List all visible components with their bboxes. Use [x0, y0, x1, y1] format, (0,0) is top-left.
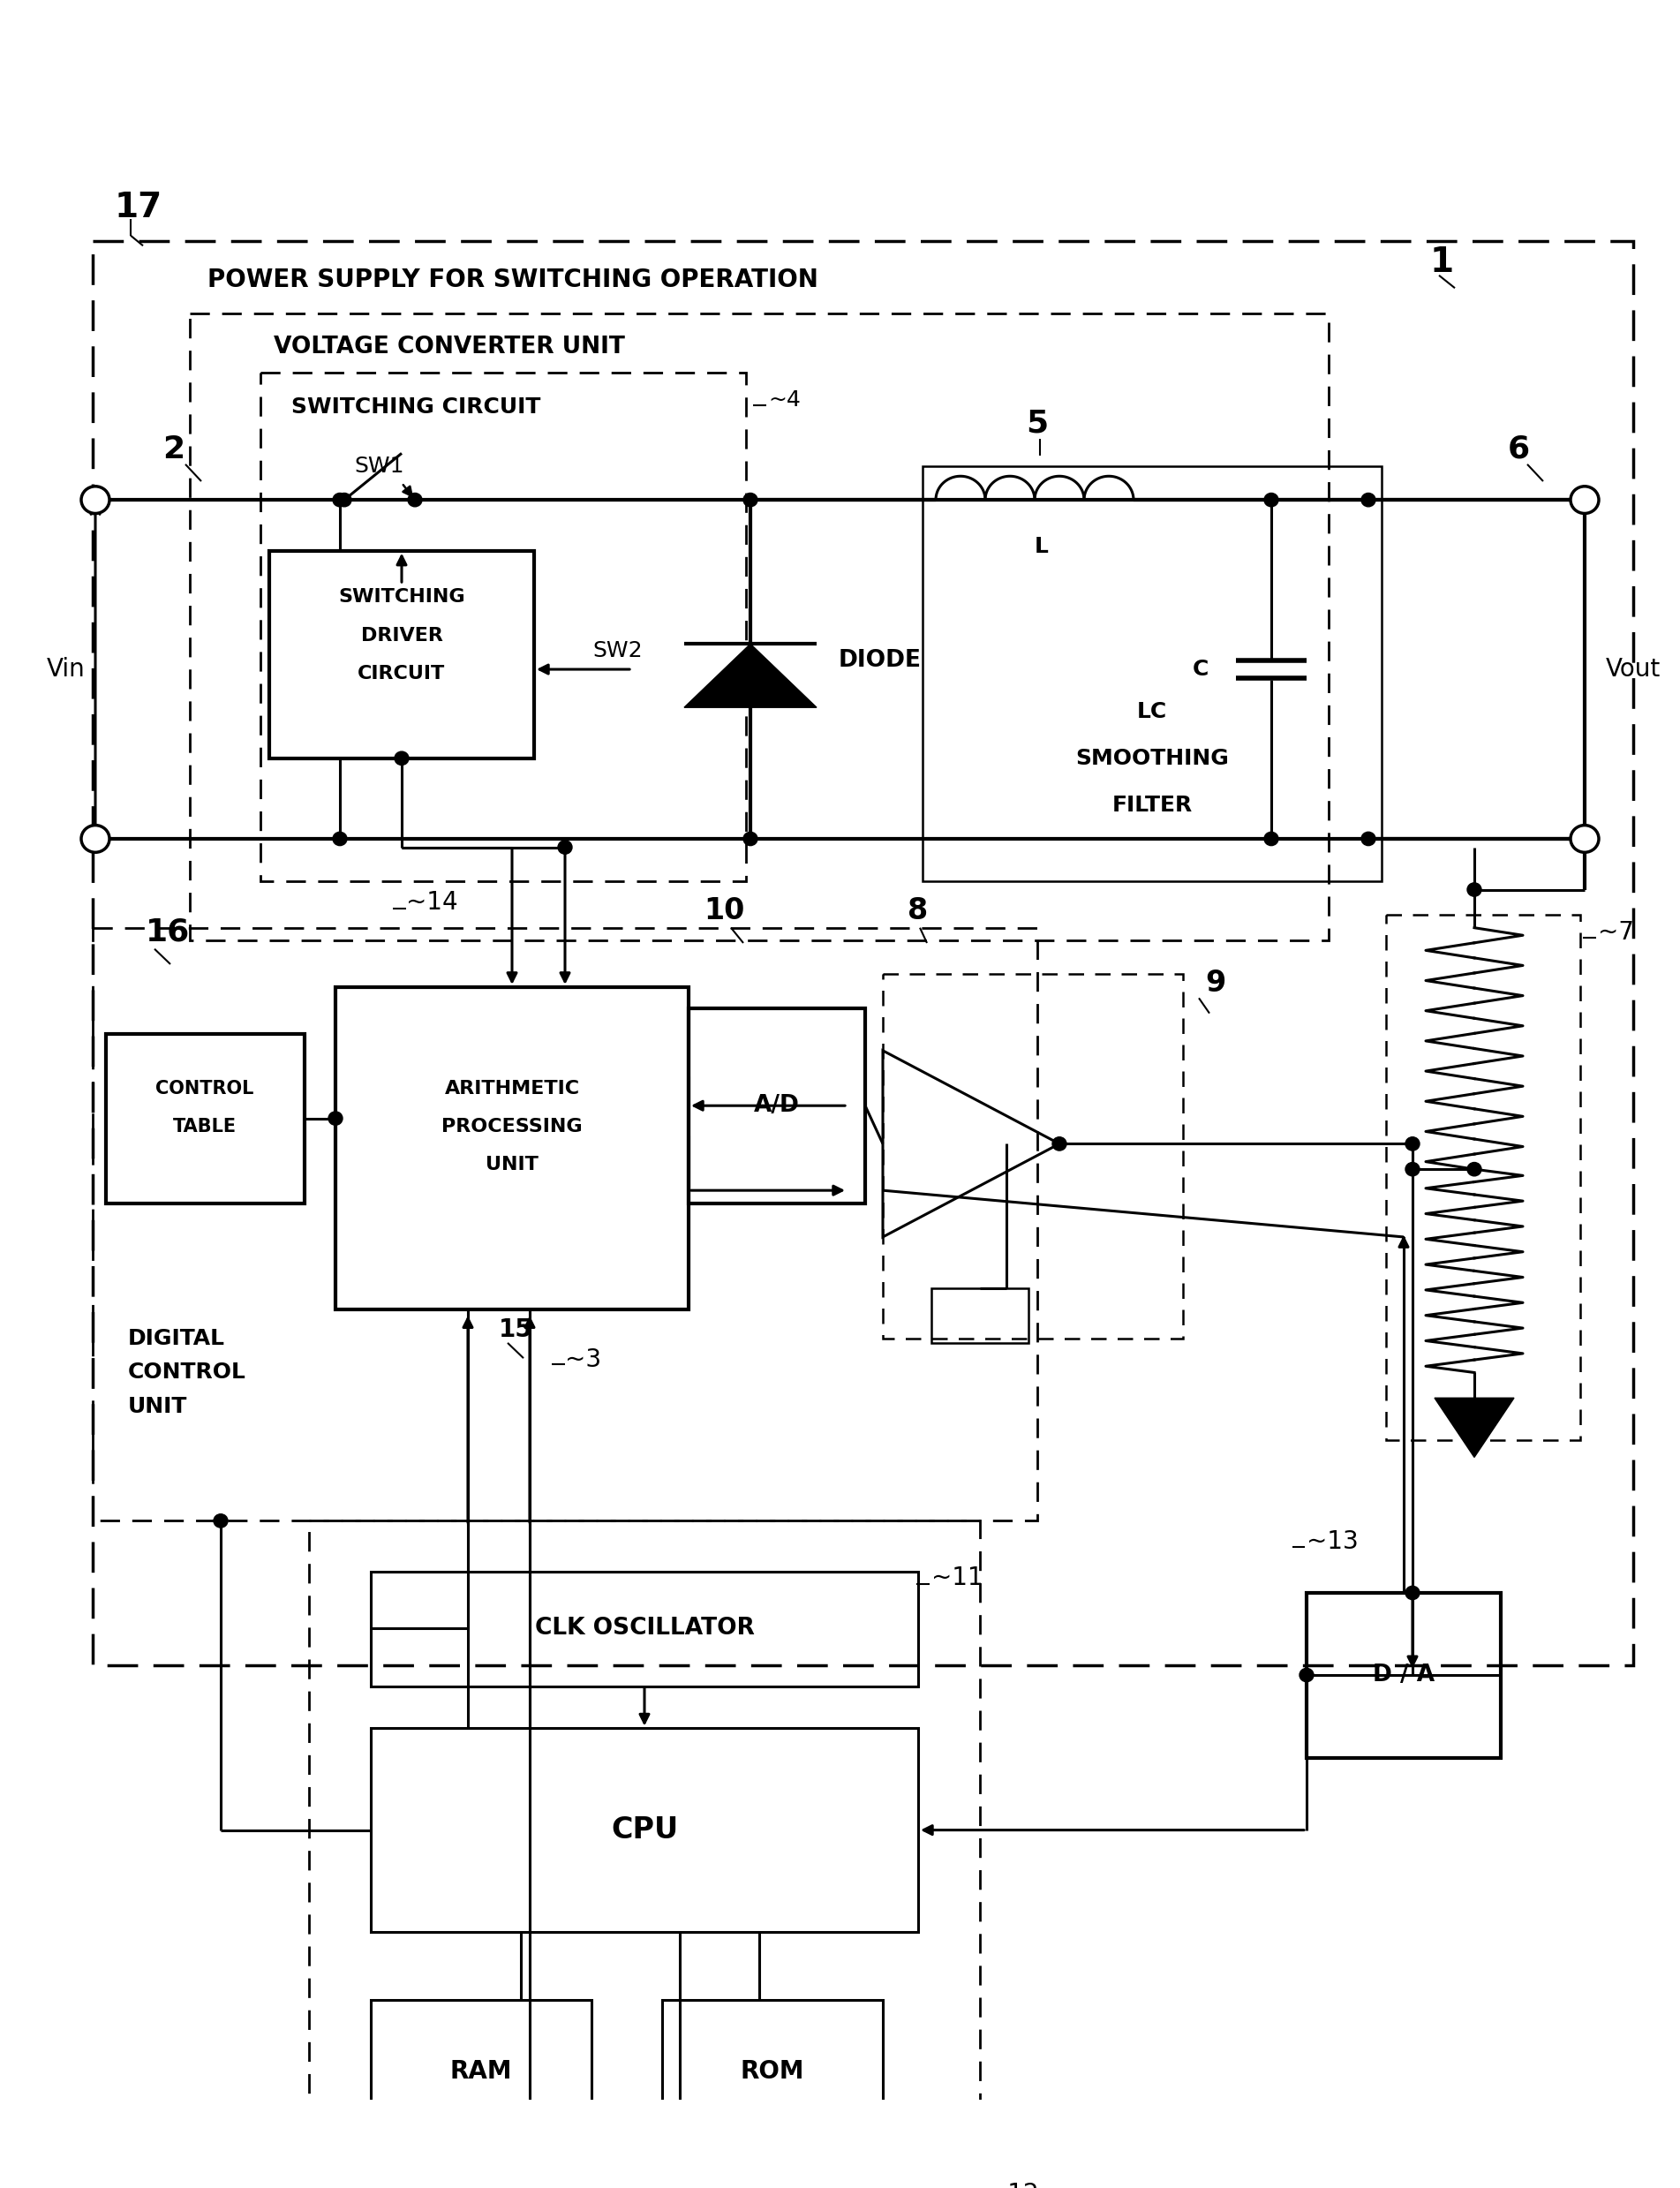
Text: LC: LC [1137, 700, 1168, 722]
Text: ARITHMETIC: ARITHMETIC [445, 1081, 580, 1098]
Text: SWITCHING: SWITCHING [338, 589, 465, 606]
Text: PROCESSING: PROCESSING [442, 1118, 583, 1136]
Circle shape [1263, 831, 1278, 845]
Circle shape [81, 825, 109, 853]
Text: CLK OSCILLATOR: CLK OSCILLATOR [534, 1617, 754, 1639]
Circle shape [1361, 492, 1376, 508]
Text: ~13: ~13 [1307, 1529, 1359, 1553]
Text: SW1: SW1 [354, 455, 405, 477]
Circle shape [1361, 831, 1376, 845]
Text: SMOOTHING: SMOOTHING [1075, 748, 1228, 768]
Text: UNIT: UNIT [486, 1155, 539, 1173]
Circle shape [1467, 1162, 1482, 1175]
Text: DRIVER: DRIVER [361, 626, 442, 643]
Circle shape [213, 1514, 228, 1527]
Text: 2: 2 [163, 433, 185, 464]
Circle shape [1571, 486, 1599, 514]
Text: SWITCHING CIRCUIT: SWITCHING CIRCUIT [291, 396, 541, 418]
Circle shape [408, 492, 422, 508]
Circle shape [558, 840, 573, 853]
Text: Vin: Vin [47, 656, 86, 683]
Text: ~11: ~11 [931, 1564, 983, 1591]
Text: 5: 5 [1026, 409, 1048, 438]
Text: CONTROL: CONTROL [128, 1361, 247, 1383]
Text: VOLTAGE CONVERTER UNIT: VOLTAGE CONVERTER UNIT [274, 337, 625, 359]
Circle shape [81, 486, 109, 514]
Circle shape [1263, 492, 1278, 508]
Text: C: C [1193, 659, 1208, 680]
Polygon shape [684, 643, 816, 707]
Text: ~4: ~4 [768, 389, 801, 411]
Circle shape [743, 831, 758, 845]
Text: 15: 15 [499, 1317, 533, 1343]
Text: SW2: SW2 [593, 641, 642, 661]
Circle shape [1467, 882, 1482, 897]
Text: CONTROL: CONTROL [156, 1081, 254, 1098]
Text: DIGITAL: DIGITAL [128, 1328, 225, 1350]
Text: 6: 6 [1507, 433, 1529, 464]
Text: DIODE: DIODE [838, 650, 922, 672]
Text: TABLE: TABLE [173, 1118, 237, 1136]
Circle shape [1300, 1667, 1314, 1683]
Circle shape [1406, 1162, 1420, 1175]
Text: ROM: ROM [741, 2059, 805, 2083]
Text: CPU: CPU [612, 1816, 679, 1844]
Circle shape [333, 492, 348, 508]
Circle shape [328, 1112, 343, 1125]
Circle shape [1052, 1138, 1067, 1151]
Text: 10: 10 [704, 897, 744, 926]
Circle shape [1406, 1586, 1420, 1599]
Circle shape [333, 831, 348, 845]
Text: 17: 17 [114, 190, 163, 225]
Text: A/D: A/D [754, 1094, 800, 1118]
Text: 16: 16 [146, 917, 190, 947]
Text: FILTER: FILTER [1112, 794, 1193, 816]
Text: D / A: D / A [1373, 1663, 1435, 1687]
Text: ~14: ~14 [407, 891, 459, 915]
Text: L: L [1035, 536, 1048, 558]
Text: RAM: RAM [450, 2059, 512, 2083]
Circle shape [743, 492, 758, 508]
Text: UNIT: UNIT [128, 1396, 188, 1418]
Circle shape [1406, 1138, 1420, 1151]
Text: CIRCUIT: CIRCUIT [358, 665, 445, 683]
Text: POWER SUPPLY FOR SWITCHING OPERATION: POWER SUPPLY FOR SWITCHING OPERATION [207, 267, 818, 291]
Circle shape [338, 492, 351, 508]
Text: ~7: ~7 [1598, 919, 1635, 945]
Text: 9: 9 [1205, 969, 1226, 998]
Polygon shape [1435, 1398, 1514, 1457]
Circle shape [1571, 825, 1599, 853]
Text: 8: 8 [907, 897, 929, 926]
Text: 1: 1 [1430, 245, 1455, 280]
Text: ~12: ~12 [986, 2181, 1038, 2188]
Circle shape [395, 750, 408, 766]
Text: Vout: Vout [1606, 656, 1662, 683]
Text: ~3: ~3 [564, 1348, 601, 1372]
